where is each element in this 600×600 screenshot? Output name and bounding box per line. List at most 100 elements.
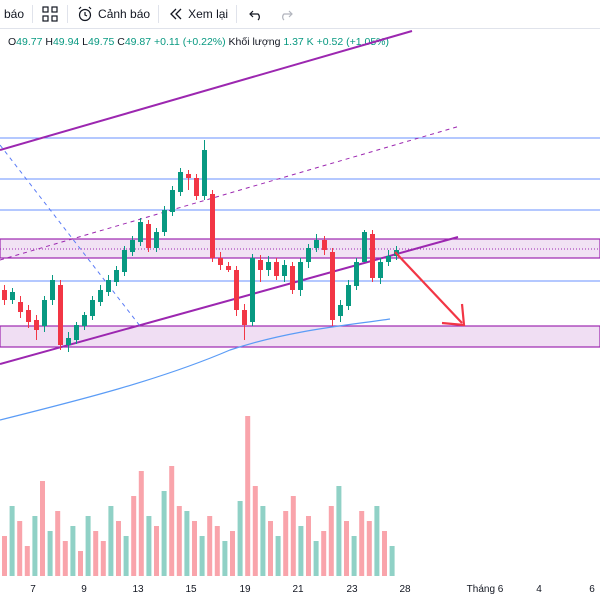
candle-body: [274, 262, 279, 276]
candle-body: [66, 338, 71, 345]
candle-body: [298, 262, 303, 290]
alert-button[interactable]: Cảnh báo: [76, 0, 150, 28]
volume-bar: [123, 536, 129, 576]
volume-bar: [313, 541, 319, 576]
candle-body: [162, 210, 167, 232]
volume-bar: [260, 506, 266, 576]
trend-line-upper[interactable]: [0, 30, 413, 151]
candle-body: [2, 290, 7, 300]
layout-grid-button[interactable]: [41, 0, 59, 28]
x-tick-label: 9: [81, 584, 87, 595]
volume-bar: [359, 511, 365, 576]
candle-body: [322, 240, 327, 250]
volume-bar: [47, 531, 53, 576]
volume-bar: [298, 526, 304, 576]
volume-bar: [290, 496, 296, 576]
volume-bar: [321, 531, 327, 576]
candle-body: [378, 262, 383, 278]
redo-button[interactable]: [277, 0, 295, 28]
support-zone[interactable]: [0, 325, 600, 348]
x-tick-label: 6: [589, 584, 595, 595]
candle-body: [386, 256, 391, 262]
candle-body: [74, 325, 79, 340]
candle-body: [226, 266, 231, 270]
moving-average-line[interactable]: [0, 318, 391, 421]
candle-body: [90, 300, 95, 316]
x-tick-label: Tháng 6: [466, 584, 504, 595]
volume-bar: [351, 536, 357, 576]
volume-bar: [169, 466, 175, 576]
close-value: 49.87: [124, 36, 152, 48]
volume-bar: [55, 511, 61, 576]
volume-bar: [93, 531, 99, 576]
volume-bar: [207, 516, 213, 576]
volume-bar: [85, 516, 91, 576]
close-label: C: [117, 36, 125, 48]
candle-body: [314, 240, 319, 248]
candle-body: [346, 285, 351, 306]
volume-bar: [70, 526, 76, 576]
candle-body: [338, 305, 343, 316]
volume-bar: [32, 516, 38, 576]
open-label: O: [8, 36, 17, 48]
candle-body: [306, 248, 311, 262]
volume-bar: [306, 516, 311, 576]
candle-body: [42, 300, 47, 326]
candle-body: [370, 234, 375, 278]
volume-bar: [382, 531, 387, 576]
candle-body: [194, 178, 199, 196]
volume-bar: [78, 551, 83, 576]
volume-bar: [268, 521, 273, 576]
volume-series: [2, 416, 395, 576]
change-value: +0.11 (+0.22%): [154, 36, 226, 48]
toolbar-divider: [236, 5, 238, 23]
toolbar-divider: [32, 5, 34, 23]
grid-icon: [42, 6, 58, 22]
volume-bar: [283, 511, 289, 576]
volume-bar: [108, 506, 114, 576]
volume-bar: [62, 541, 68, 576]
candle-body: [50, 280, 55, 300]
volume-bar: [131, 496, 137, 576]
candle-body: [130, 240, 135, 252]
undo-button[interactable]: [247, 0, 265, 28]
undo-icon: [249, 10, 260, 21]
volume-bar: [344, 521, 349, 576]
volume-bar: [17, 521, 23, 576]
candle-body: [330, 252, 335, 320]
volume-bar: [328, 506, 334, 576]
candle-body: [170, 190, 175, 212]
candle-body: [242, 310, 247, 325]
x-tick-label: 21: [292, 584, 304, 595]
prediction-arrow[interactable]: [394, 251, 463, 324]
volume-bar: [154, 526, 159, 576]
candle-body: [202, 150, 207, 196]
replay-button[interactable]: Xem lại: [167, 0, 228, 28]
candle-body: [282, 265, 287, 276]
high-value: 49.94: [52, 36, 80, 48]
candle-body: [10, 292, 15, 300]
x-tick-label: 13: [132, 584, 144, 595]
low-label: L: [82, 36, 89, 48]
candle-body: [258, 260, 263, 270]
low-value: 49.75: [88, 36, 115, 48]
volume-bar: [222, 541, 228, 576]
price-chart[interactable]: [0, 28, 600, 576]
candle-body: [234, 270, 239, 310]
candle-body: [114, 270, 119, 282]
volume-label: Khối lượng: [228, 36, 281, 48]
volume-bar: [230, 531, 235, 576]
candle-body: [146, 224, 151, 248]
candle-body: [266, 262, 271, 270]
volume-bar: [374, 506, 380, 576]
candle-body: [354, 262, 359, 286]
candle-body: [98, 290, 103, 302]
volume-bar: [100, 541, 106, 576]
volume-bar: [199, 536, 205, 576]
candle-body: [290, 266, 295, 290]
alert-partial-button[interactable]: báo: [4, 0, 24, 28]
diagonal-dashed-line[interactable]: [0, 144, 141, 327]
rewind-icon: [170, 8, 182, 20]
volume-bar: [389, 546, 395, 576]
candle-body: [178, 172, 183, 192]
